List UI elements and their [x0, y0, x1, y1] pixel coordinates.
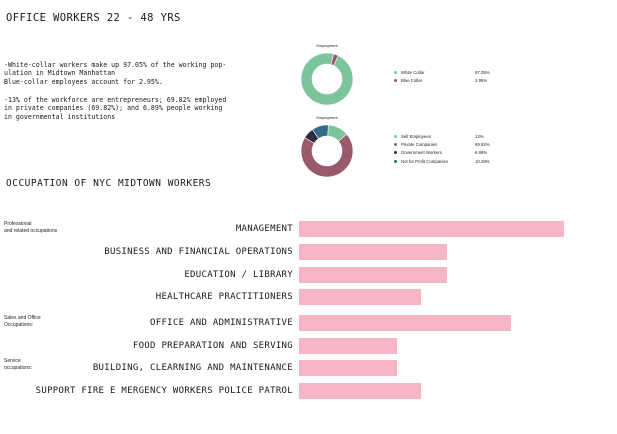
group-label-line: Sales and Office: [4, 315, 41, 321]
legend-swatch: [394, 135, 397, 138]
legend-item: Not for Profit Companies 10.29%: [394, 158, 504, 165]
legend-item: Self Employees 13%: [394, 133, 504, 140]
pie-2-legend: Self Employees 13% Private Companies 69.82%…: [394, 133, 504, 167]
paragraph-line: -White-collar workers make up 97.05% of …: [4, 61, 227, 69]
group-label-line: Professional: [4, 221, 32, 227]
bar-building-clearning-and-maintenance: [299, 360, 398, 376]
paragraph-line: ulation in Midtown Manhattan: [4, 69, 116, 78]
employment-donut-chart-2: [300, 124, 354, 178]
pie-slice-blue-collar: [330, 53, 339, 66]
legend-item: White Collar 97.05%: [394, 69, 504, 76]
paragraph-line: in governmental institutions: [4, 112, 116, 121]
legend-value: 2.95%: [475, 78, 488, 84]
paragraph-line: -13% of the workforce are entrepreneurs;…: [4, 96, 227, 104]
bar-management: [299, 221, 564, 237]
bar-category-label: EDUCATION / LIBRARY: [184, 270, 293, 280]
bar-category-label: BUSINESS AND FINANCIAL OPERATIONS: [104, 247, 293, 257]
legend-value: 10.29%: [475, 158, 490, 164]
legend-item: Government Workers 6.89%: [394, 149, 504, 156]
legend-item: Blue Collar 2.95%: [394, 77, 504, 84]
bar-category-label: SUPPORT FIRE E MERGENCY WORKERS POLICE P…: [35, 386, 293, 396]
occupation-group-label: Service occupations:: [4, 358, 32, 371]
bar-category-label: HEALTHCARE PRACTITIONERS: [155, 292, 293, 302]
bar-business-and-financial-operations: [299, 244, 448, 260]
bar-food-preparation-and-serving: [299, 338, 398, 354]
legend-label: Not for Profit Companies: [401, 158, 449, 164]
legend-label: Blue Collar: [401, 78, 423, 84]
legend-item: Private Companies 69.82%: [394, 141, 504, 148]
group-label-line: Service: [4, 358, 21, 364]
group-label-line: and related occupations: [4, 227, 58, 234]
bar-category-label: OFFICE AND ADMINISTRATIVE: [150, 318, 293, 328]
legend-label: Private Companies: [401, 142, 438, 148]
legend-value: 13%: [475, 134, 484, 139]
bar-office-and-administrative: [299, 315, 511, 331]
occupation-group-label: Sales and Office Occupations:: [4, 315, 41, 328]
pie-1-title: Employment: [316, 44, 338, 48]
bar-category-label: BUILDING, CLEARNING AND MAINTENANCE: [92, 363, 293, 373]
legend-swatch: [394, 159, 397, 163]
legend-label: White Collar: [401, 70, 425, 75]
group-label-line: occupations:: [4, 364, 33, 371]
legend-swatch: [394, 79, 397, 83]
bar-healthcare-practitioners: [299, 289, 421, 305]
employment-donut-chart-1: [300, 52, 354, 106]
page-title: OFFICE WORKERS 22 - 48 YRS: [6, 12, 181, 24]
legend-swatch: [394, 143, 397, 147]
legend-label: Government Workers: [401, 150, 442, 156]
pie-2-title: Employment: [316, 116, 338, 120]
group-label-line: Occupations:: [4, 321, 34, 328]
pie-1-legend: White Collar 97.05% Blue Collar 2.95%: [394, 69, 504, 89]
bar-category-label: MANAGEMENT: [235, 224, 293, 234]
white-collar-description: -White-collar workers make up 97.05% of …: [4, 61, 304, 86]
legend-swatch: [394, 71, 397, 74]
pie-slice-private-companies: [300, 133, 354, 178]
occupation-group-label: Professional and related occupations: [4, 221, 57, 234]
bar-education-library: [299, 267, 448, 283]
legend-value: 6.89%: [475, 150, 488, 156]
legend-value: 69.82%: [475, 142, 490, 148]
paragraph-line: in private companies (69.82%); and 6.89%…: [4, 104, 223, 113]
workforce-description: -13% of the workforce are entrepreneurs;…: [4, 96, 304, 121]
pie-slice-white-collar: [300, 52, 354, 106]
pie-slice-not-for-profit-companies: [311, 124, 329, 140]
legend-label: Self Employees: [401, 134, 431, 139]
bar-category-label: FOOD PREPARATION AND SERVING: [132, 341, 293, 351]
bar-support-fire-e-mergency-workers-police-patrol: [299, 383, 421, 399]
legend-swatch: [394, 151, 397, 155]
occupation-section-title: OCCUPATION OF NYC MIDTOWN WORKERS: [6, 178, 212, 189]
paragraph-line: Blue-collar employees account for 2.95%.: [4, 77, 163, 86]
legend-value: 97.05%: [475, 70, 490, 75]
